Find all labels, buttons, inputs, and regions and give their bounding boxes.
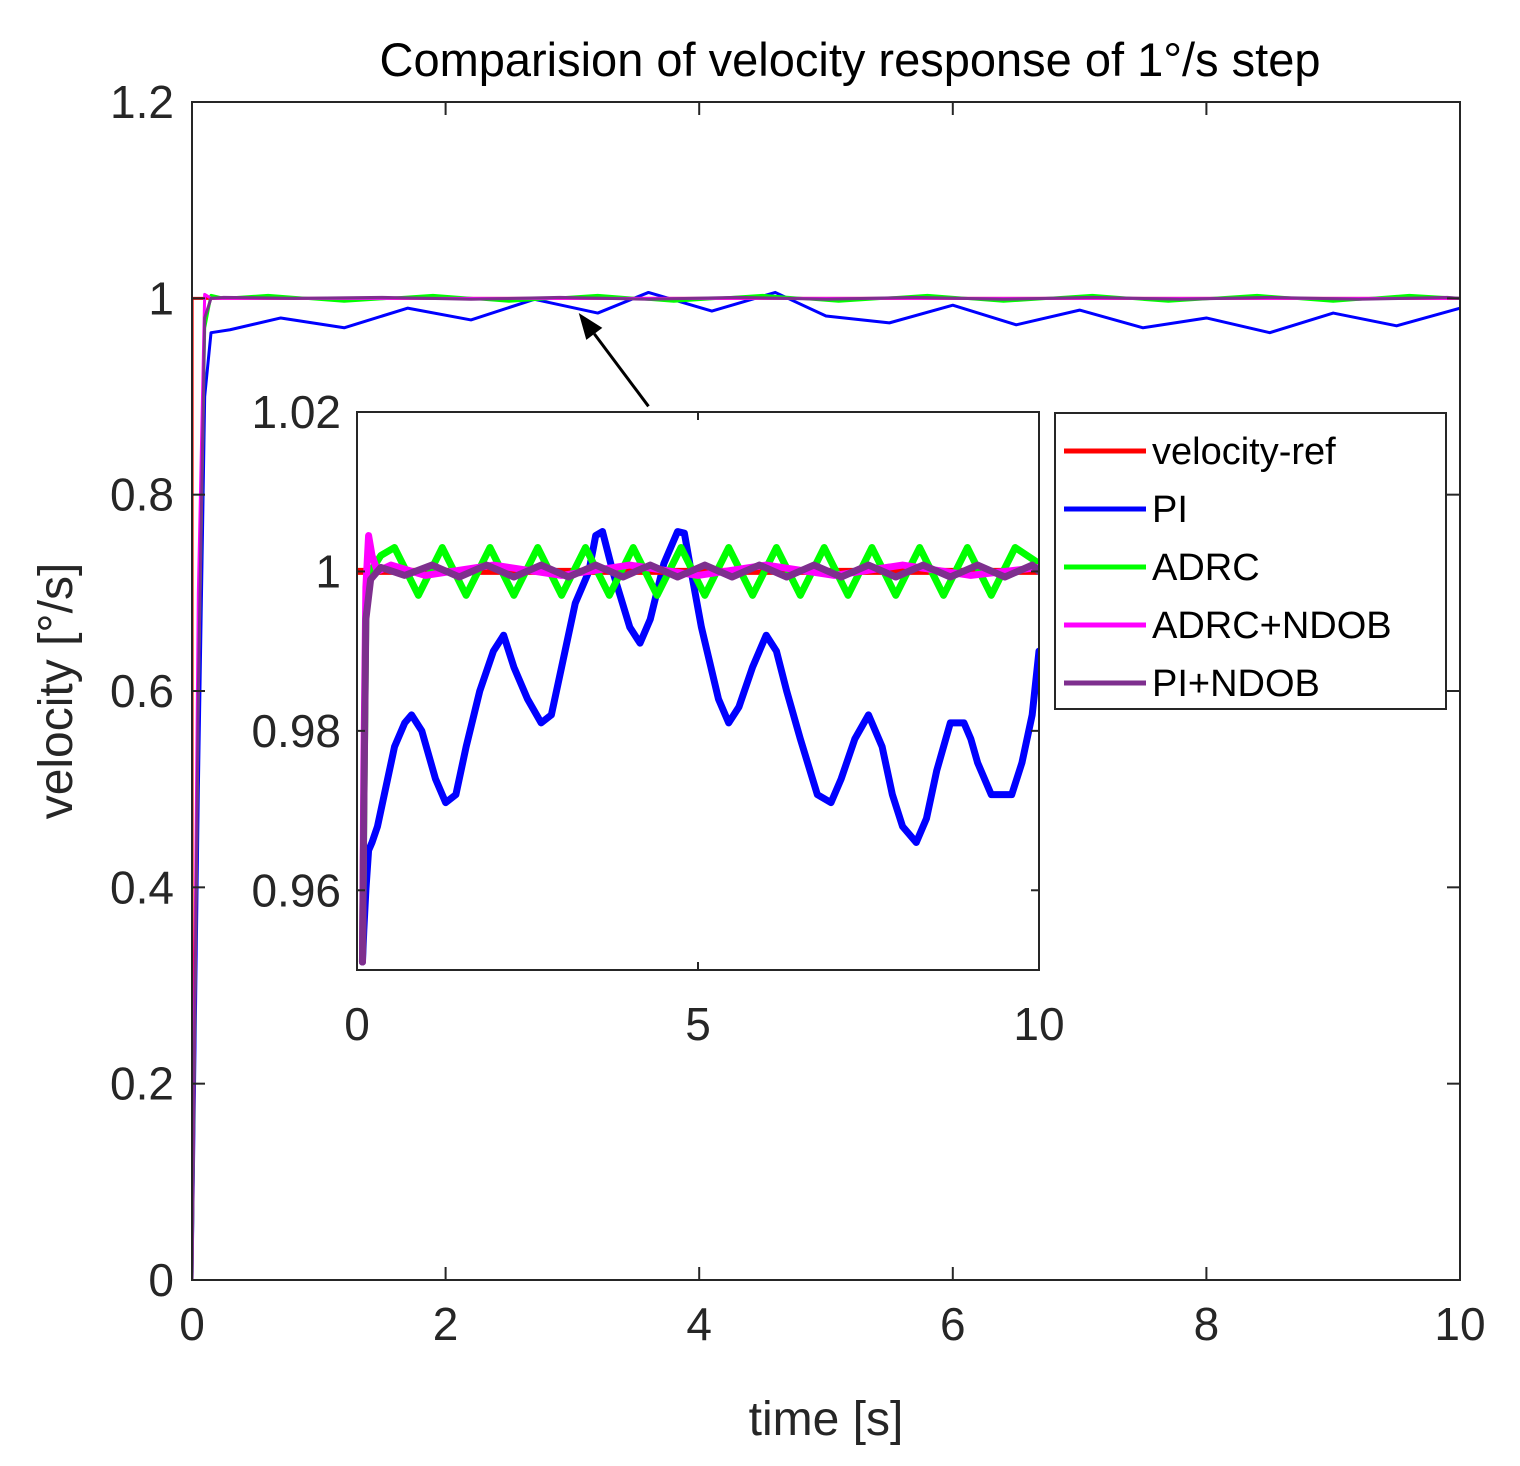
annotation-arrow-head [578,313,603,340]
inset-plot-area [357,412,1039,970]
inset-series-group [357,528,1039,966]
inset-series-pi [358,528,1039,966]
legend-box [1054,412,1447,710]
main-y-tick-label-2: 0.4 [110,861,174,913]
inset-y-tick-label-2: 1 [315,545,341,597]
annotation-arrow-line [593,332,650,408]
inset-y-tick-label-1: 0.98 [251,705,341,757]
legend: velocity-ref PI ADRC ADRC+NDOB PI+NDOB [1054,412,1447,710]
x-axis-label: time [s] [749,1393,904,1446]
inset-x-tick-label-2: 10 [1013,998,1064,1050]
main-x-tick-label-2: 4 [686,1298,712,1350]
legend-entries: velocity-ref PI ADRC ADRC+NDOB PI+NDOB [1064,431,1392,705]
inset-y-tick-label-3: 1.02 [251,386,341,438]
main-y-tick-label-0: 0 [148,1254,174,1306]
inset-x-tick-labels: 0 5 10 [344,998,1064,1050]
main-ticks [191,101,1461,1281]
y-axis-label: velocity [°/s] [30,563,83,820]
main-x-tick-label-4: 8 [1194,1298,1220,1350]
inset-y-tick-labels: 0.96 0.98 1 1.02 [251,386,341,916]
main-x-tick-labels: 0 2 4 6 8 10 [179,1298,1485,1350]
inset-x-tick-label-1: 5 [685,998,711,1050]
main-y-tick-label-5: 1 [148,272,174,324]
main-y-tick-label-1: 0.2 [110,1058,174,1110]
main-series-pi [192,290,1460,1280]
annotation-arrow [578,313,650,408]
inset-x-tick-label-0: 0 [344,998,370,1050]
main-y-tick-label-4: 0.8 [110,469,174,521]
inset-ticks [356,411,1040,970]
main-x-tick-label-3: 6 [940,1298,966,1350]
main-y-tick-label-3: 0.6 [110,665,174,717]
main-series-pi-ndob [192,295,1460,1280]
main-x-tick-label-0: 0 [179,1298,205,1350]
legend-label-pi: PI [1152,489,1188,531]
main-x-tick-label-5: 10 [1434,1298,1485,1350]
legend-label-adrc-ndob: ADRC+NDOB [1152,605,1392,647]
inset-series-pi-ndob [358,561,1039,966]
chart-title: Comparision of velocity response of 1°/s… [380,33,1321,86]
inset-y-tick-label-0: 0.96 [251,864,341,916]
inset-axes: 0 5 10 0.96 0.98 1 1.02 [251,386,1064,1050]
legend-label-velocity-ref: velocity-ref [1152,431,1336,473]
main-y-tick-labels: 0 0.2 0.4 0.6 0.8 1 1.2 [110,76,174,1306]
main-x-tick-label-1: 2 [433,1298,459,1350]
legend-label-pi-ndob: PI+NDOB [1152,663,1320,705]
legend-label-adrc: ADRC [1152,547,1260,589]
main-y-tick-label-6: 1.2 [110,76,174,128]
